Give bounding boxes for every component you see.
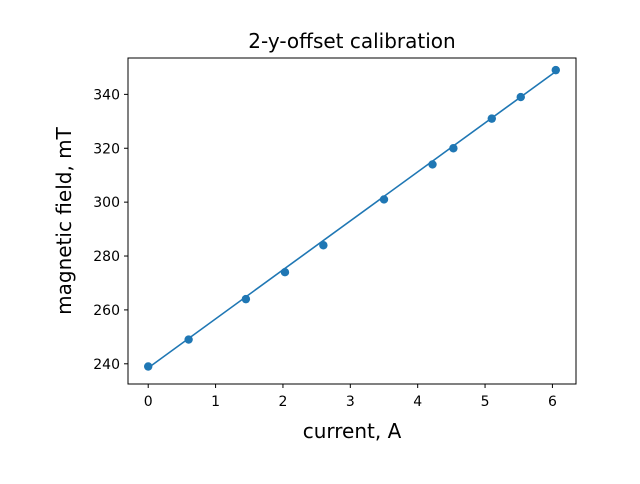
- x-tick-label: 2: [278, 394, 287, 410]
- data-point: [184, 335, 193, 344]
- x-tick-label: 1: [211, 394, 220, 410]
- y-tick-label: 280: [93, 249, 120, 265]
- x-tick-label: 0: [144, 394, 153, 410]
- data-point: [319, 241, 328, 250]
- data-point: [379, 195, 389, 204]
- plot-frame: [127, 57, 577, 385]
- y-axis-label: magnetic field, mT: [52, 126, 76, 315]
- x-axis-ticks: 0 1 2 3 4 5 6: [144, 384, 557, 410]
- y-tick-label: 320: [93, 141, 120, 157]
- data-point: [449, 144, 458, 153]
- fit-line: [147, 70, 557, 369]
- data-point: [516, 92, 525, 102]
- x-tick-label: 5: [481, 394, 490, 410]
- y-tick-label: 340: [93, 87, 120, 103]
- series-layer: [144, 65, 560, 371]
- x-tick-label: 3: [346, 394, 355, 410]
- x-tick-label: 4: [413, 394, 422, 410]
- data-point: [241, 294, 251, 304]
- y-tick-label: 300: [93, 195, 120, 211]
- y-tick-label: 240: [93, 357, 120, 373]
- data-point: [551, 65, 560, 75]
- y-axis-ticks: 240 260 280 300 320 340: [93, 87, 128, 373]
- x-tick-label: 6: [548, 394, 557, 410]
- data-point: [144, 362, 153, 371]
- chart-title: 2-y-offset calibration: [248, 29, 455, 53]
- x-axis-label: current, A: [303, 419, 402, 443]
- data-point: [428, 160, 437, 169]
- data-point: [280, 267, 290, 277]
- y-tick-label: 260: [93, 303, 120, 319]
- data-point: [487, 114, 496, 123]
- plot-area: 0 1 2 3 4 5 6 240 260 280 300 320 340: [93, 57, 577, 410]
